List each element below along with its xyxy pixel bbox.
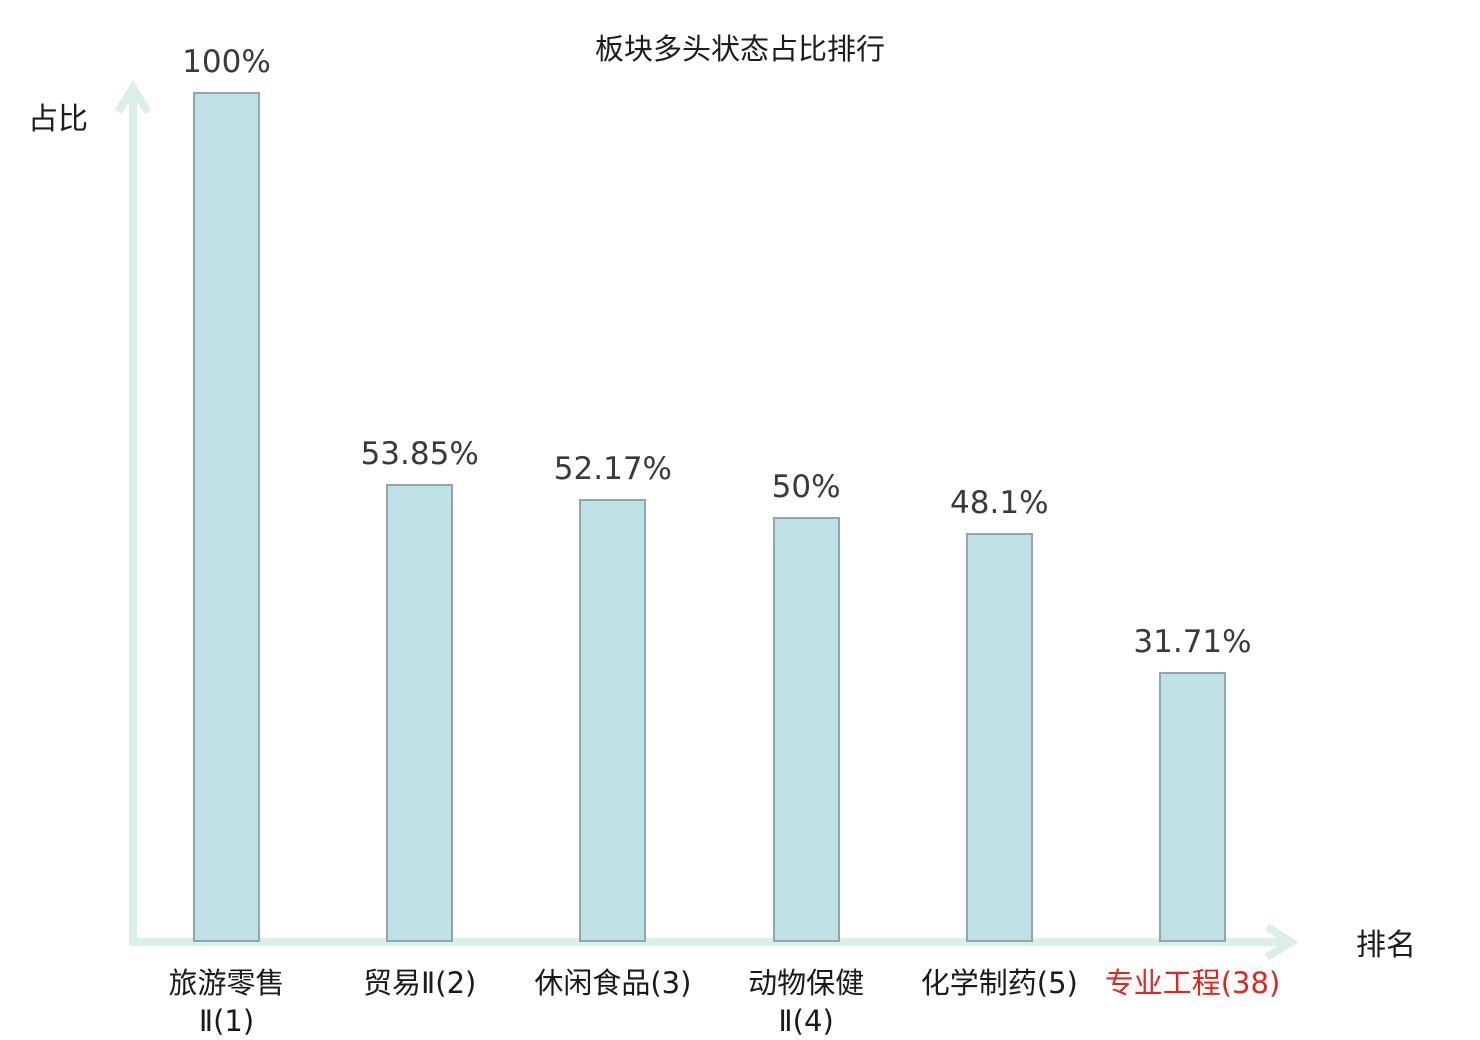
category-label: 旅游零售 Ⅱ(1): [87, 964, 367, 1040]
bar: [386, 484, 454, 942]
bar-value-label: 100%: [182, 44, 271, 80]
category-label-line: Ⅱ(4): [778, 1004, 834, 1038]
category-label: 专业工程(38): [1053, 964, 1333, 1002]
bar: [772, 517, 840, 942]
category-label: 动物保健 Ⅱ(4): [666, 964, 946, 1040]
category-label: 化学制药(5): [859, 964, 1139, 1002]
bar-value-label: 31.71%: [1133, 624, 1252, 661]
category-label-line: 化学制药(5): [920, 966, 1078, 1000]
category-label-line: 休闲食品(3): [534, 966, 692, 1000]
x-axis-arrow-icon: [1264, 923, 1299, 961]
chart-title: 板块多头状态占比排行: [594, 32, 885, 66]
bar-value-label: 48.1%: [950, 485, 1049, 522]
bar-group: 52.17%: [554, 451, 672, 942]
bar: [965, 533, 1033, 942]
category-label: 贸易Ⅱ(2): [280, 964, 560, 1002]
category-label-line: 专业工程(38): [1104, 966, 1281, 1000]
bar-value-label: 52.17%: [553, 450, 672, 487]
bar-group: 48.1%: [950, 485, 1049, 942]
bar: [1159, 672, 1226, 942]
bar: [579, 498, 647, 942]
x-axis-label: 排名: [1356, 928, 1416, 963]
bar-group: 53.85%: [361, 436, 479, 942]
category-label-line: 动物保健: [748, 966, 865, 1000]
category-label-line: 贸易Ⅱ(2): [363, 966, 477, 1000]
bar-value-label: 50%: [771, 469, 841, 505]
bar-group: 50%: [772, 469, 841, 942]
bar: [193, 92, 260, 942]
bar-group: 100%: [182, 44, 271, 942]
y-axis-arrow-icon: [114, 80, 152, 115]
category-label-line: Ⅱ(1): [198, 1004, 255, 1038]
y-axis-label: 占比: [28, 102, 88, 137]
bar-group: 31.71%: [1133, 624, 1252, 942]
category-label-line: 旅游零售: [168, 966, 285, 1000]
bar-value-label: 53.85%: [360, 436, 479, 473]
category-label: 休闲食品(3): [473, 964, 753, 1002]
